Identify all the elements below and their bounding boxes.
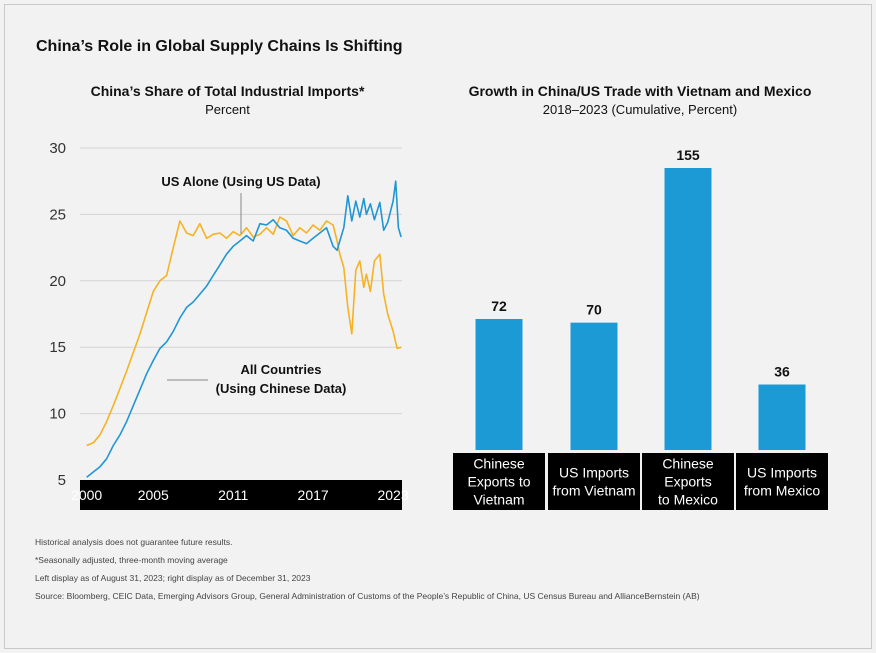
x-tick-label: 2023 [377, 487, 408, 503]
category-label: to Mexico [658, 492, 718, 508]
series-line-us [86, 216, 402, 447]
category-label: Chinese [473, 456, 525, 472]
bar-value-label: 72 [491, 298, 507, 314]
bar-value-label: 70 [586, 302, 602, 318]
category-label-box [548, 453, 640, 510]
chart-frame [4, 4, 872, 649]
bar [475, 319, 523, 450]
category-label: US Imports [559, 465, 629, 481]
category-label: Vietnam [473, 492, 524, 508]
y-tick-label: 10 [49, 406, 66, 423]
annotation-all: All Countries [241, 362, 322, 377]
x-tick-label: 2017 [298, 487, 329, 503]
bar-value-label: 155 [676, 147, 700, 163]
footnotes: Historical analysis does not guarantee f… [35, 533, 700, 605]
x-axis-band [80, 480, 402, 510]
bar [758, 384, 806, 450]
category-label-box [453, 453, 545, 510]
bar [664, 168, 712, 450]
y-tick-label: 15 [49, 339, 66, 356]
category-label-box [642, 453, 734, 510]
x-tick-label: 2011 [218, 487, 248, 503]
note-seasonal: *Seasonally adjusted, three-month moving… [35, 555, 228, 565]
category-label: from Mexico [744, 483, 820, 499]
y-tick-label: 5 [58, 472, 66, 489]
bar-chart-title: Growth in China/US Trade with Vietnam an… [468, 83, 812, 99]
category-label: US Imports [747, 465, 817, 481]
bar [570, 322, 618, 450]
bar-chart-subtitle: 2018–2023 (Cumulative, Percent) [542, 102, 738, 117]
line-chart-subtitle: Percent [205, 102, 250, 117]
category-label: Exports [664, 474, 711, 490]
annotation-us: US Alone (Using US Data) [161, 174, 320, 189]
bar-value-label: 36 [774, 364, 790, 380]
page-title: China’s Role in Global Supply Chains Is … [36, 38, 403, 55]
category-label: Chinese [662, 456, 714, 472]
category-label-box [736, 453, 828, 510]
note-as-of: Left display as of August 31, 2023; righ… [35, 573, 311, 583]
line-chart-title: China’s Share of Total Industrial Import… [90, 83, 365, 99]
series-line-all [86, 180, 402, 478]
x-tick-label: 2000 [71, 487, 102, 503]
note-source: Source: Bloomberg, CEIC Data, Emerging A… [35, 591, 700, 601]
x-tick-label: 2005 [138, 487, 169, 503]
y-tick-label: 25 [49, 206, 66, 223]
annotation-all: (Using Chinese Data) [216, 381, 347, 396]
y-tick-label: 30 [49, 140, 66, 157]
category-label: Exports to [467, 474, 530, 490]
category-label: from Vietnam [553, 483, 636, 499]
y-tick-label: 20 [49, 273, 66, 290]
note-disclaimer: Historical analysis does not guarantee f… [35, 537, 233, 547]
